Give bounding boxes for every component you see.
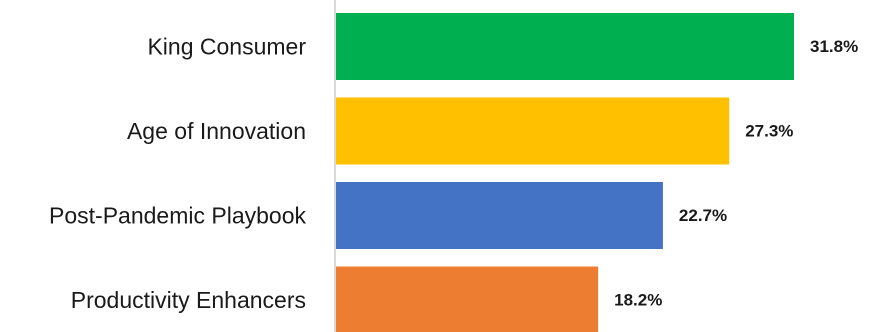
category-label-king-consumer: King Consumer — [147, 34, 306, 60]
bar-productivity-enhancers — [336, 266, 599, 332]
value-labels-group: 31.8% 27.3% 22.7% 18.2% — [614, 37, 858, 310]
bar-post-pandemic-playbook — [336, 182, 663, 249]
value-label-age-of-innovation: 27.3% — [745, 122, 793, 141]
bar-king-consumer — [336, 13, 794, 80]
value-label-post-pandemic-playbook: 22.7% — [679, 206, 727, 225]
category-label-age-of-innovation: Age of Innovation — [127, 118, 306, 144]
value-label-productivity-enhancers: 18.2% — [614, 291, 662, 310]
category-labels-group: King Consumer Age of Innovation Post-Pande… — [49, 34, 306, 314]
value-label-king-consumer: 31.8% — [810, 37, 858, 56]
category-label-post-pandemic-playbook: Post-Pandemic Playbook — [49, 203, 306, 229]
category-label-productivity-enhancers: Productivity Enhancers — [71, 287, 306, 313]
bar-age-of-innovation — [336, 97, 730, 165]
bars-group — [336, 13, 794, 332]
